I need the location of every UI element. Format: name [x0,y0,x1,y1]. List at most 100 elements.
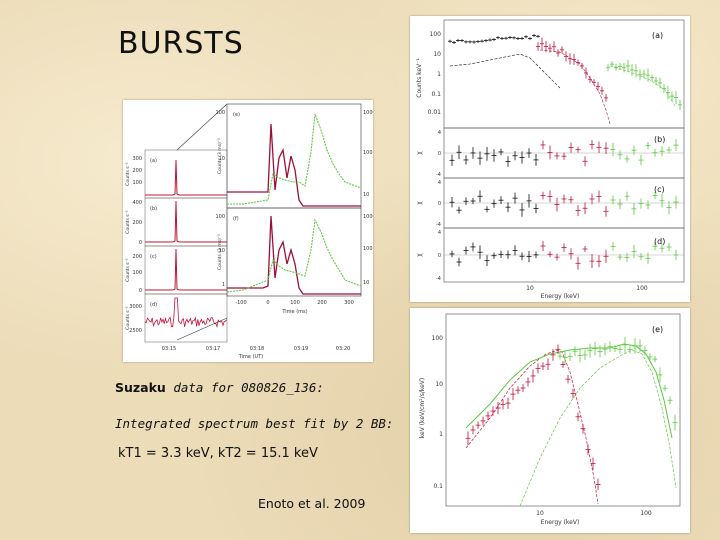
spec-a-ytick-0: 100 [430,31,442,38]
lc-xtick-1: 03:17 [206,346,220,352]
nufnu-ytick-1: 10 [435,381,443,388]
spec-c-ylabel: χ [416,201,423,205]
spec-subpanel-d: (d) χ 0 4 -4 10 100 Energy (keV) [416,227,685,300]
spectrum-fit-svg: (a) 100 10 1 0.1 0.01 Counts keV⁻¹ (b) χ… [416,19,685,300]
nufnu-xtick-1: 100 [640,510,652,517]
lc-a-ytick-0: 300 [132,156,142,162]
citation: Enoto et al. 2009 [258,496,366,511]
nufnu-ylabel: keV (keV/cm²/s/keV) [419,378,426,439]
spec-xtick-0: 10 [526,285,534,292]
lc-a-ytick-1: 200 [132,168,142,174]
spec-a-ylabel: Counts keV⁻¹ [416,58,423,98]
lc-c-ytick-1: 100 [132,270,142,276]
lc-c-label: (c) [150,254,157,260]
spectrum-fit-figure: (a) 100 10 1 0.1 0.01 Counts keV⁻¹ (b) χ… [410,16,690,302]
lc-b-label: (b) [150,206,157,212]
lc-d-ytick-0: 3000 [129,304,142,310]
spec-b-ytick-2: 0 [438,151,441,157]
lc-xtick-2: 03:18 [250,346,264,352]
nufnu-label: (e) [652,325,663,334]
spec-d-ytick-2: 0 [438,253,441,259]
lc-a-ytick-2: 100 [132,180,142,186]
nufnu-ytick-2: 1 [439,431,443,438]
nufnu-ytick-3: 0.1 [433,483,443,490]
spec-d-ytick-0: 4 [438,230,441,236]
zoom-f-ylabel: Counts (3 ms)⁻¹ [217,234,223,270]
zoom-f-ytick-r2: 10 [363,280,369,286]
spec-b-ylabel: χ [416,151,423,155]
spec-d-ytick-4: -4 [436,276,441,282]
lc-d-ytick-1: 2500 [129,328,142,334]
lc-xtick-3: 03:19 [294,346,308,352]
spec-xlabel: Energy (keV) [541,293,580,300]
lc-c-ytick-0: 200 [132,254,142,260]
caption-line-1-rest: data for 080826_136: [165,380,324,395]
zoom-e-ytick-r1: 100 [363,150,373,156]
lc-x-axis: 03:15 03:17 03:18 03:19 03:20 Time (UT) [162,346,350,360]
spec-b-ytick-0: 4 [438,130,441,136]
spec-a-ytick-4: 0.01 [428,109,442,116]
lc-a-label: (a) [150,158,157,164]
spec-c-ytick-0: 4 [438,180,441,186]
spec-c-ytick-4: -4 [436,222,441,228]
slide-title: BURSTS [118,26,244,61]
nufnu-xlabel: Energy (keV) [541,519,580,526]
zoom-e-ytick-l1: 10 [219,156,225,162]
lc-subpanel-a: (a) 300 200 100 Counts s⁻¹ [125,149,228,199]
spec-d-ylabel: χ [416,253,423,257]
zoom-e-ytick-r2: 10 [363,192,369,198]
spec-subpanel-b: (b) χ 0 4 -4 [416,127,685,179]
lc-b-ytick-2: 0 [139,240,142,246]
spec-a-ytick-2: 1 [437,71,441,78]
zoom-xtick-1: 0 [266,300,269,306]
spec-a-ytick-3: 0.1 [431,91,441,98]
spec-xtick-1: 100 [636,285,648,292]
zoom-e-label: (e) [233,112,240,118]
zoom-e-ytick-l0: 100 [215,110,225,116]
caption-brand: Suzaku [115,380,166,395]
spec-subpanel-a: (a) 100 10 1 0.1 0.01 Counts keV⁻¹ [416,19,685,129]
caption-line-1: Suzaku data for 080826_136: [115,380,324,395]
lc-xtick-4: 03:20 [336,346,350,352]
spec-b-label: (b) [654,135,665,144]
lc-b-ytick-0: 400 [132,200,142,206]
zoom-e-ylabel: Counts (3 ms)⁻¹ [217,138,223,174]
zoom-xtick-4: 300 [344,300,354,306]
nufnu-svg: (e) 100 10 1 0.1 keV (keV/cm²/s/keV) 10 … [419,313,681,526]
lc-d-label: (d) [150,302,157,308]
spec-c-label: (c) [654,185,665,194]
spec-d-label: (d) [654,237,665,246]
spec-a-ytick-1: 10 [433,51,441,58]
spec-c-ytick-2: 0 [438,201,441,207]
lc-subpanel-b: (b) 400 200 0 Counts s⁻¹ [125,197,228,247]
zoom-f-ytick-r1: 100 [363,246,373,252]
lc-b-ylabel: Counts s⁻¹ [125,210,131,234]
nufnu-xtick-0: 10 [536,510,544,517]
lc-c-ytick-2: 0 [139,288,142,294]
lc-xlabel: Time (UT) [238,354,263,360]
zoom-xlabel: Time (ms) [281,309,307,315]
caption-line-3: kT1 = 3.3 keV, kT2 = 15.1 keV [118,446,318,461]
light-curve-figure: (a) 300 200 100 Counts s⁻¹ (b) 400 200 0… [123,100,376,362]
spec-b-ytick-4: -4 [436,172,441,178]
nufnu-ytick-0: 100 [432,335,444,342]
zoom-xtick-2: 100 [290,300,300,306]
zoom-f-ytick-l1: 10 [219,248,225,254]
zoom-xtick-0: -100 [235,300,246,306]
zoom-f-ytick-l0: 100 [215,214,225,220]
lc-d-ylabel: Counts s⁻¹ [125,306,131,330]
lc-a-ylabel: Counts s⁻¹ [125,162,131,186]
lc-subpanel-c: (c) 200 100 0 Counts s⁻¹ [125,245,228,295]
lc-b-ytick-1: 200 [132,220,142,226]
lc-xtick-0: 03:15 [162,346,176,352]
light-curve-svg: (a) 300 200 100 Counts s⁻¹ (b) 400 200 0… [125,103,376,360]
lc-subpanel-d: (d) 3000 2500 Counts s⁻¹ [125,293,228,343]
zoom-f-label: (f) [233,216,239,222]
caption-line-2: Integrated spectrum best fit by 2 BB: [115,416,394,431]
spec-subpanel-c: (c) χ 0 4 -4 [416,177,685,229]
spec-a-label: (a) [652,31,663,40]
